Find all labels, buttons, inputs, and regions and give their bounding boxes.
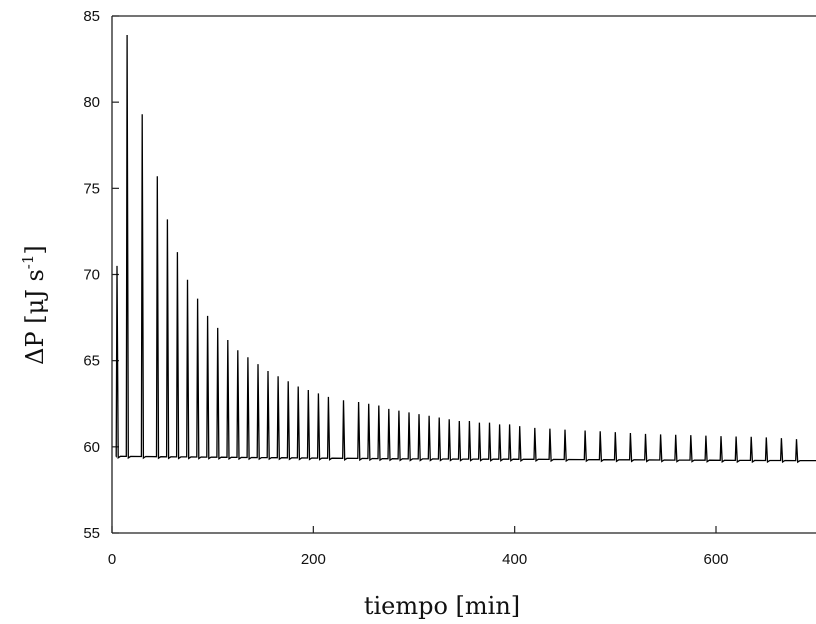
x-axis-title: tiempo [min] <box>364 592 520 620</box>
y-tick-label: 60 <box>83 439 100 456</box>
y-axis-title-sup: -1 <box>19 255 37 270</box>
y-tick-label: 80 <box>83 94 100 111</box>
y-tick-label: 65 <box>83 353 100 370</box>
series <box>116 35 816 462</box>
power-trace-line <box>116 35 816 462</box>
y-tick-label: 70 <box>83 267 100 284</box>
y-tick-label: 55 <box>83 525 100 542</box>
x-tick-label: 0 <box>108 551 116 568</box>
axes <box>112 16 816 533</box>
y-axis-title-main: ΔP [μJ s <box>21 269 49 365</box>
x-tick-label: 400 <box>502 551 527 568</box>
y-tick-label: 75 <box>83 180 100 197</box>
y-axis-title-close: ] <box>21 245 49 254</box>
x-tick-label: 600 <box>703 551 728 568</box>
y-tick-label: 85 <box>83 8 100 25</box>
y-axis-title: ΔP [μJ s-1] <box>19 245 49 365</box>
x-tick-label: 200 <box>301 551 326 568</box>
ticks: 55 60 65 70 75 80 85 0 200 400 600 <box>83 8 728 568</box>
